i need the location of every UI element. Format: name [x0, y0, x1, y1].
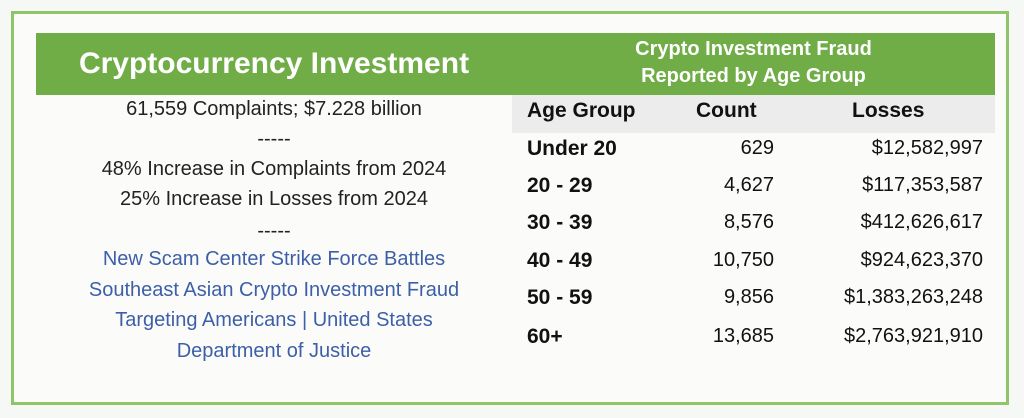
- article-link[interactable]: Targeting Americans | United States: [115, 309, 433, 331]
- column-header: Count: [696, 99, 757, 122]
- age-group: 30 - 39: [527, 211, 593, 234]
- summary-line: 25% Increase in Losses from 2024: [120, 188, 428, 210]
- age-group: 40 - 49: [527, 249, 593, 272]
- table-header-bg: [512, 95, 995, 133]
- summary-line: 61,559 Complaints; $7.228 billion: [126, 98, 422, 120]
- losses: $412,626,617: [860, 211, 983, 233]
- count: 629: [740, 137, 774, 159]
- summary-line: -----: [257, 220, 291, 242]
- losses: $117,353,587: [862, 174, 983, 196]
- count: 9,856: [723, 286, 774, 308]
- column-header: Age Group: [527, 99, 636, 122]
- left-title: Cryptocurrency Investment: [78, 47, 470, 80]
- count: 4,627: [723, 174, 774, 196]
- summary-line: -----: [257, 128, 291, 150]
- age-group: 20 - 29: [527, 174, 593, 197]
- age-group: 50 - 59: [527, 286, 593, 309]
- table-title-line: Reported by Age Group: [641, 65, 866, 87]
- article-link[interactable]: New Scam Center Strike Force Battles: [102, 248, 446, 270]
- table-title: Crypto Investment Fraud Reported by Age …: [512, 36, 995, 90]
- losses: $924,623,370: [860, 249, 983, 271]
- count: 13,685: [712, 325, 774, 347]
- count: 8,576: [723, 211, 774, 233]
- table-title-line: Crypto Investment Fraud: [635, 38, 872, 60]
- losses: $1,383,263,248: [843, 286, 983, 308]
- losses: $2,763,921,910: [843, 325, 983, 347]
- age-group: 60+: [527, 325, 563, 348]
- age-group: Under 20: [527, 137, 617, 160]
- column-header: Losses: [852, 99, 925, 122]
- header-bar: [36, 33, 995, 95]
- article-link[interactable]: Department of Justice: [176, 339, 372, 362]
- summary-line: 48% Increase in Complaints from 2024: [101, 158, 447, 180]
- losses: $12,582,997: [871, 137, 983, 159]
- article-link[interactable]: Southeast Asian Crypto Investment Fraud: [88, 278, 460, 301]
- count: 10,750: [712, 249, 774, 271]
